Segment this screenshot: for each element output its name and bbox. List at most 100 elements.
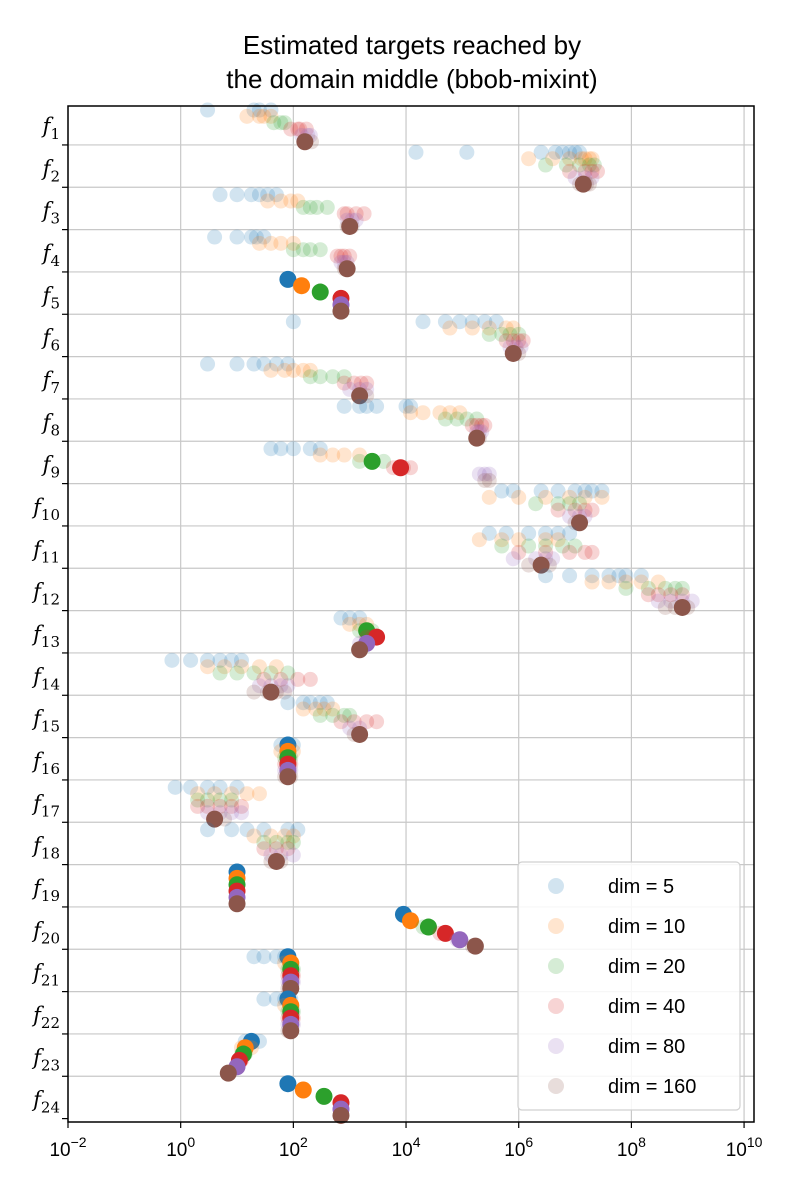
estimate-point-f15-series-5 [351, 725, 369, 743]
data-point-f14-dim-series-2 [280, 665, 296, 681]
data-point-f17-dim-series-0 [183, 779, 199, 795]
data-point-f12-dim-series-1 [618, 574, 634, 590]
data-point-f15-dim-series-3 [333, 714, 349, 730]
plot-frame [67, 105, 755, 1123]
data-point-f18-dim-series-2 [268, 834, 284, 850]
data-point-f3-dim-series-0 [243, 187, 259, 203]
data-point-f2-dim-series-1 [562, 151, 578, 167]
x-tick-label: 104 [392, 1134, 421, 1161]
chart-title-line-2: the domain middle (bbob-mixint) [226, 64, 597, 94]
data-point-f11-dim-series-3 [577, 544, 593, 560]
data-point-f14-dim-series-3 [273, 671, 289, 687]
data-point-f15-dim-series-3 [359, 714, 375, 730]
x-tick-label: 106 [504, 1134, 533, 1161]
data-point-f15-dim-series-0 [302, 695, 318, 711]
data-point-f2-dim-series-0 [533, 144, 549, 160]
data-point-f12-dim-series-0 [618, 568, 634, 584]
data-point-f17-dim-series-2 [224, 792, 240, 808]
legend-marker [548, 1038, 564, 1054]
data-point-f11-dim-series-0 [498, 525, 514, 541]
data-point-f14-dim-series-1 [268, 659, 284, 675]
data-point-f12-dim-series-0 [611, 568, 627, 584]
data-point-f10-dim-series-1 [594, 489, 610, 505]
estimate-point-f24-series-5 [332, 1106, 350, 1124]
data-point-f7-dim-series-2 [325, 369, 341, 385]
y-tick-label-f19: f19 [31, 876, 60, 905]
data-point-f6-dim-series-2 [502, 326, 518, 342]
data-point-f14-dim-series-1 [200, 659, 216, 675]
data-point-f6-dim-series-1 [481, 320, 497, 336]
data-point-f3-dim-series-3 [348, 206, 364, 222]
data-point-f3-dim-series-1 [290, 193, 306, 209]
legend-marker [548, 918, 564, 934]
data-point-f10-dim-series-0 [494, 483, 510, 499]
data-point-f18-dim-series-1 [263, 828, 279, 844]
data-point-f11-dim-series-1 [471, 532, 487, 548]
legend-label: dim = 160 [608, 1076, 696, 1098]
data-point-f10-dim-series-0 [577, 483, 593, 499]
data-point-f14-dim-series-0 [212, 652, 228, 668]
data-point-f14-dim-series-0 [233, 652, 249, 668]
data-point-f7-dim-series-0 [229, 356, 245, 372]
data-point-f11-dim-series-0 [562, 525, 578, 541]
data-point-f11-dim-series-1 [494, 532, 510, 548]
data-point-f7-dim-series-1 [277, 362, 293, 378]
data-point-f11-dim-series-2 [521, 538, 537, 554]
data-point-f3-dim-series-3 [356, 206, 372, 222]
data-point-f14-dim-series-0 [183, 652, 199, 668]
data-point-f4-dim-series-2 [295, 242, 311, 258]
data-point-f9-dim-series-0 [273, 441, 289, 457]
data-point-f3-dim-series-2 [309, 199, 325, 215]
data-point-f4-dim-series-0 [256, 229, 272, 245]
data-point-f17-dim-series-1 [251, 786, 267, 802]
data-point-f17-dim-series-3 [224, 798, 240, 814]
data-point-f10-dim-series-3 [584, 502, 600, 518]
data-point-f8-dim-series-3 [474, 417, 490, 433]
data-point-f12-dim-series-1 [601, 574, 617, 590]
data-point-f18-dim-series-3 [280, 841, 296, 857]
data-point-f4-dim-series-1 [285, 235, 301, 251]
data-point-f1-dim-series-1 [263, 108, 279, 124]
estimate-point-f20-series-5 [466, 937, 484, 955]
data-point-f11-dim-series-3 [562, 544, 578, 560]
data-point-f1-dim-series-3 [290, 121, 306, 137]
legend-label: dim = 5 [608, 876, 674, 898]
estimate-point-f22-series-5 [282, 1022, 300, 1040]
data-point-f15-dim-series-2 [342, 707, 358, 723]
estimate-point-f24-series-1 [294, 1081, 312, 1099]
data-point-f8-dim-series-0 [398, 398, 414, 414]
data-point-f18-dim-series-3 [256, 841, 272, 857]
x-tick-label: 10−2 [49, 1134, 86, 1161]
legend-marker [548, 958, 564, 974]
data-point-f6-dim-series-0 [464, 314, 480, 330]
data-point-f7-dim-series-1 [285, 362, 301, 378]
data-point-f18-dim-series-1 [246, 828, 262, 844]
data-point-f9-dim-series-1 [325, 447, 341, 463]
data-point-f2-dim-series-1 [573, 151, 589, 167]
x-axis: 10−2 100 102 104 106 108 1010 [49, 1122, 763, 1161]
data-point-f8-dim-series-0 [352, 398, 368, 414]
data-point-f3-dim-series-2 [295, 199, 311, 215]
legend-marker [548, 878, 564, 894]
data-point-f15-dim-series-2 [325, 707, 341, 723]
data-point-f17-dim-series-4 [224, 805, 240, 821]
data-point-f9-dim-series-4 [477, 466, 493, 482]
y-tick-label-f13: f13 [31, 622, 60, 651]
estimate-point-f2-series-5 [574, 175, 592, 193]
data-point-f18-dim-series-4 [285, 847, 301, 863]
data-point-f10-dim-series-1 [577, 489, 593, 505]
y-tick-label-f1: f1 [41, 114, 60, 143]
data-point-f8-dim-series-0 [369, 398, 385, 414]
data-point-f1-dim-series-1 [251, 108, 267, 124]
legend-marker [548, 998, 564, 1014]
data-point-f11-dim-series-2 [567, 538, 583, 554]
x-tick-label: 1010 [726, 1134, 763, 1161]
data-point-f10-dim-series-2 [572, 496, 588, 512]
data-point-f2-dim-series-0 [548, 144, 564, 160]
data-point-f14-dim-series-2 [263, 665, 279, 681]
data-point-f18-dim-series-2 [280, 834, 296, 850]
y-tick-label-f4: f4 [41, 241, 60, 270]
data-point-f12-dim-series-2 [640, 580, 656, 596]
data-point-f8-dim-series-3 [464, 417, 480, 433]
data-point-f8-dim-series-0 [336, 398, 352, 414]
